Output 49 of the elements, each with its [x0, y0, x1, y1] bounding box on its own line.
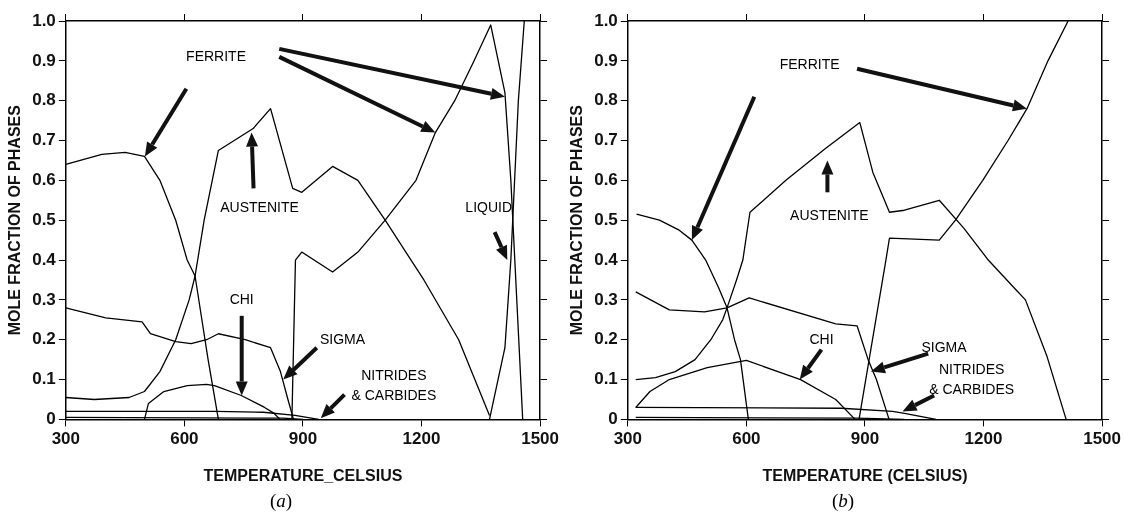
x-tick-label: 1500	[521, 429, 559, 449]
x-tick-label: 1500	[1083, 429, 1121, 449]
x-axis-title: TEMPERATURE_CELSIUS	[203, 466, 403, 484]
y-tick-label: 1.0	[32, 10, 56, 30]
annotation: NITRIDES & CARBIDES	[929, 361, 1015, 398]
y-tick-label: 0.9	[594, 50, 618, 70]
text: (b)	[830, 490, 856, 512]
annotation: LIQUID	[465, 199, 513, 216]
annotation: CHI	[229, 290, 254, 307]
y-tick-label: 0.3	[594, 289, 618, 309]
y-tick-label: 0.4	[594, 249, 619, 269]
y-tick-label: 0.6	[594, 170, 618, 190]
text: (a)	[268, 490, 294, 512]
y-tick-label: 0.7	[594, 130, 618, 150]
annotation: NITRIDES & CARBIDES	[351, 367, 437, 404]
annotation: FERRITE	[779, 55, 840, 72]
annotation: FERRITE	[186, 47, 246, 64]
y-tick-label: 0.3	[32, 289, 56, 309]
y-tick-label: 0.8	[32, 90, 56, 110]
x-tick-label: 900	[288, 429, 318, 449]
annotation: CHI	[809, 330, 834, 347]
y-tick-label: 0.2	[32, 329, 56, 349]
y-tick-label: 0.5	[32, 209, 56, 229]
y-tick-label: 1.0	[594, 10, 618, 30]
x-tick-label: 300	[51, 429, 81, 449]
y-axis-title: MOLE FRACTION OF PHASES	[6, 104, 24, 336]
x-tick-label: 1200	[402, 429, 441, 449]
x-tick-label: 600	[170, 429, 199, 449]
y-tick-label: 0.8	[594, 90, 618, 110]
y-tick-label: 0.5	[594, 209, 618, 229]
y-tick-label: 0	[46, 409, 56, 429]
y-tick-label: 0.1	[32, 369, 56, 389]
annotation: SIGMA	[921, 338, 968, 355]
y-tick-label: 0.6	[32, 170, 56, 190]
x-axis-title: TEMPERATURE (CELSIUS)	[762, 466, 968, 484]
x-tick-label: 600	[732, 429, 761, 449]
y-tick-label: 0	[608, 409, 618, 429]
y-tick-label: 0.7	[32, 130, 56, 150]
y-tick-label: 0.2	[594, 329, 618, 349]
y-tick-label: 0.1	[594, 369, 618, 389]
annotation: AUSTENITE	[220, 199, 299, 216]
annotation: SIGMA	[319, 330, 366, 347]
x-tick-label: 900	[850, 429, 880, 449]
y-tick-label: 0.9	[32, 50, 56, 70]
y-axis-title: MOLE FRACTION OF PHASES	[568, 104, 586, 336]
x-tick-label: 1200	[964, 429, 1003, 449]
annotation: AUSTENITE	[790, 207, 869, 224]
x-tick-label: 300	[613, 429, 643, 449]
y-tick-label: 0.4	[32, 249, 57, 269]
